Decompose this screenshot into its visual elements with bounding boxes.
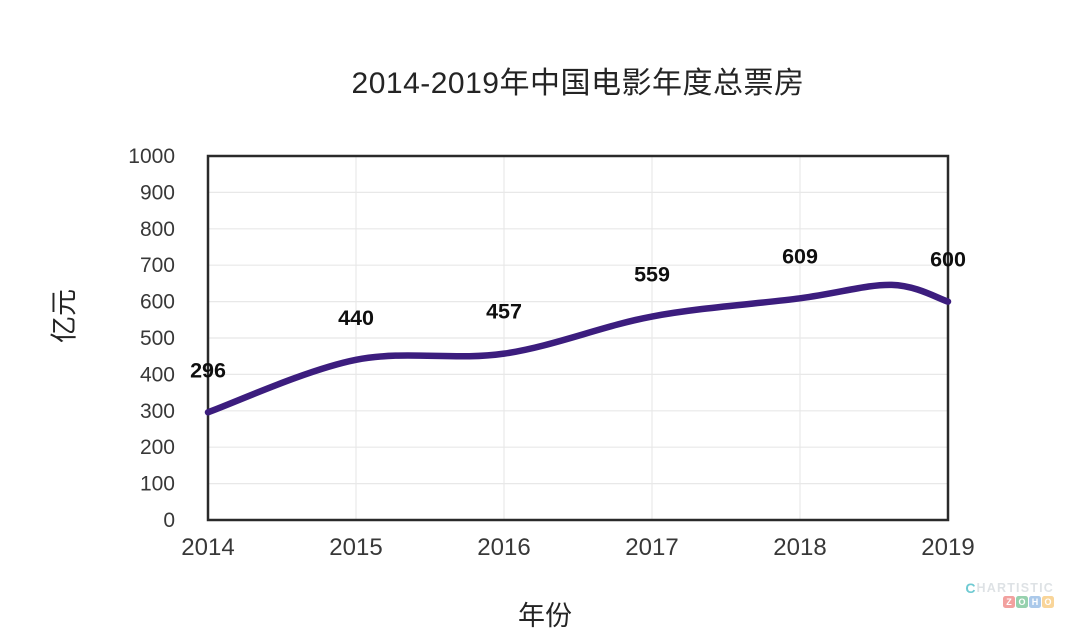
data-point-label: 296 bbox=[190, 358, 226, 382]
data-point-label: 440 bbox=[338, 306, 374, 330]
y-tick-label: 1000 bbox=[128, 145, 175, 168]
zoho-tile: H bbox=[1029, 596, 1041, 608]
data-point-label: 559 bbox=[634, 263, 670, 287]
chartistic-wordmark: C HARTISTIC bbox=[965, 581, 1054, 595]
data-point-label: 600 bbox=[930, 248, 966, 272]
y-tick-label: 400 bbox=[140, 363, 175, 386]
data-point-label: 609 bbox=[782, 244, 818, 268]
x-axis-title: 年份 bbox=[518, 601, 572, 631]
x-tick-label: 2016 bbox=[477, 534, 530, 561]
x-tick-label: 2019 bbox=[921, 534, 974, 561]
series-line bbox=[204, 281, 952, 416]
plot-border bbox=[206, 154, 950, 522]
y-tick-label: 300 bbox=[140, 400, 175, 423]
x-tick-label: 2018 bbox=[773, 534, 826, 561]
zoho-tile: Z bbox=[1003, 596, 1015, 608]
chart-title: 2014-2019年中国电影年度总票房 bbox=[351, 67, 805, 100]
y-tick-label: 200 bbox=[140, 436, 175, 459]
y-tick-label: 900 bbox=[140, 181, 175, 204]
x-tick-label: 2015 bbox=[329, 534, 382, 561]
y-tick-label: 500 bbox=[140, 327, 175, 350]
x-tick-label: 2014 bbox=[181, 534, 234, 561]
watermark-brand-text: HARTISTIC bbox=[976, 581, 1054, 595]
y-tick-label: 100 bbox=[140, 473, 175, 496]
y-tick-label: 800 bbox=[140, 218, 175, 241]
zoho-tile: O bbox=[1016, 596, 1028, 608]
y-tick-label: 700 bbox=[140, 254, 175, 277]
y-tick-label: 600 bbox=[140, 291, 175, 314]
zoho-tile: O bbox=[1042, 596, 1054, 608]
chartistic-logo-icon: C bbox=[965, 580, 976, 596]
data-point-label: 457 bbox=[486, 300, 522, 324]
y-tick-label: 0 bbox=[163, 509, 175, 532]
x-tick-label: 2017 bbox=[625, 534, 678, 561]
